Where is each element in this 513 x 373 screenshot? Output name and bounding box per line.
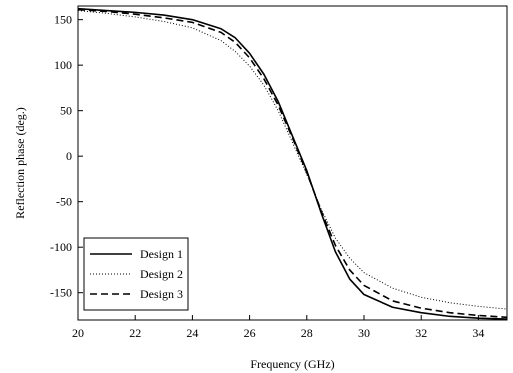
- series-line-2: [78, 10, 507, 310]
- legend-label-3: Design 3: [140, 287, 183, 301]
- legend-label-2: Design 2: [140, 267, 183, 281]
- x-tick-label: 32: [415, 326, 427, 340]
- plot-frame: [77, 5, 508, 321]
- legend-box: [83, 237, 189, 311]
- y-tick-label: 50: [60, 104, 72, 118]
- legend-label-1: Design 1: [140, 247, 183, 261]
- series-lines: [78, 7, 507, 320]
- series-line-3: [78, 8, 507, 319]
- y-tick-label: 150: [54, 13, 72, 27]
- x-tick-label: 22: [129, 326, 141, 340]
- series-line-1: [78, 7, 507, 320]
- y-tick-label: 0: [66, 149, 72, 163]
- y-tick-label: -150: [50, 286, 72, 300]
- plot-area: [77, 5, 508, 321]
- y-tick-label: 100: [54, 58, 72, 72]
- x-axis-title: Frequency (GHz): [250, 357, 334, 371]
- x-tick-label: 30: [358, 326, 370, 340]
- x-tick-label: 28: [301, 326, 313, 340]
- y-axis-title: Reflection phase (deg.): [13, 107, 27, 219]
- y-tick-label: -100: [50, 240, 72, 254]
- x-tick-label: 34: [472, 326, 484, 340]
- x-tick-label: 20: [72, 326, 84, 340]
- legend: Design 1 Design 2 Design 3: [83, 237, 189, 311]
- x-tick-label: 26: [244, 326, 256, 340]
- x-tick-label: 24: [186, 326, 198, 340]
- tick-marks: [77, 19, 479, 320]
- tick-labels: 20 22 24 26 28 30 32 34 150 100 50 0 -50 -100 -150: [50, 13, 484, 340]
- y-tick-label: -50: [56, 195, 72, 209]
